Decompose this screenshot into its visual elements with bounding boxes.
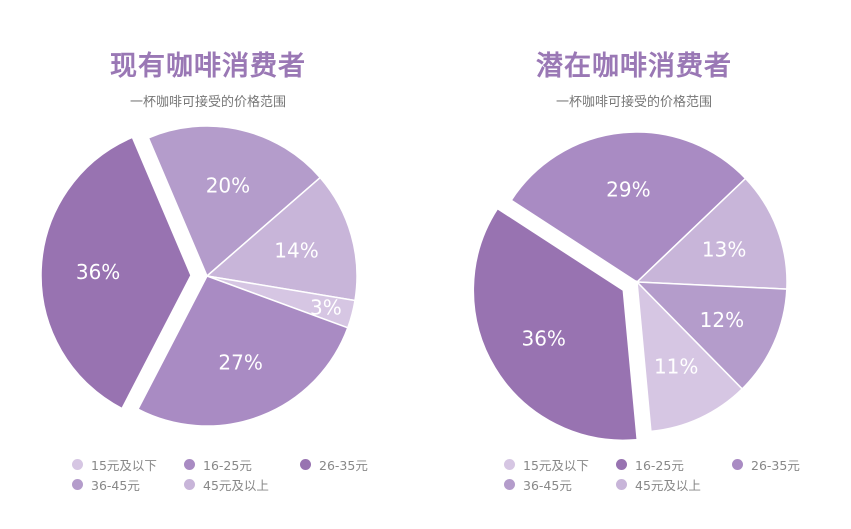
legend-swatch (184, 479, 195, 490)
legend-label: 45元及以上 (635, 478, 701, 493)
chart-subtitle-potential: 一杯咖啡可接受的价格范围 (555, 95, 712, 110)
legend-item: 26-35元 (732, 455, 800, 474)
slice-label: 12% (700, 308, 744, 332)
slice-label: 36% (76, 260, 120, 284)
legend-label: 26-35元 (751, 458, 800, 473)
pie-slice (635, 281, 788, 391)
pie-slice (635, 177, 788, 290)
legend-item: 15元及以下 (72, 455, 157, 474)
pie-slice (205, 176, 358, 302)
legend-swatch (616, 459, 627, 470)
legend-swatch (504, 479, 515, 490)
pie-slice (136, 275, 349, 427)
slice-label: 27% (218, 351, 262, 375)
legend-item: 36-45元 (504, 475, 572, 494)
slice-label: 36% (521, 326, 565, 350)
legend-label: 16-25元 (203, 458, 252, 473)
legend-item: 16-25元 (184, 455, 252, 474)
legend-swatch (184, 459, 195, 470)
slice-label: 13% (702, 237, 746, 261)
slice-label: 11% (654, 354, 698, 378)
legend-label: 36-45元 (91, 478, 140, 493)
legend-item: 16-25元 (616, 455, 684, 474)
legend-label: 16-25元 (635, 458, 684, 473)
legend-label: 15元及以下 (523, 458, 589, 473)
legend-label: 15元及以下 (91, 458, 157, 473)
legend-item: 26-35元 (300, 455, 368, 474)
pie-slice (40, 136, 192, 410)
legend-label: 45元及以上 (203, 478, 269, 493)
legend-swatch (504, 459, 515, 470)
legend-item: 36-45元 (72, 475, 140, 494)
legend-swatch (72, 479, 83, 490)
legend-swatch (616, 479, 627, 490)
legend-swatch (72, 459, 83, 470)
legend-label: 26-35元 (319, 458, 368, 473)
pie-slice (636, 279, 744, 433)
legend-swatch (732, 459, 743, 470)
pie-slice (472, 207, 639, 441)
slice-label: 14% (274, 239, 318, 263)
chart-title-potential: 潜在咖啡消费者 (536, 51, 732, 82)
pie-slice (510, 131, 747, 283)
legend-item: 45元及以上 (616, 475, 701, 494)
chart-title-current: 现有咖啡消费者 (110, 51, 306, 82)
slice-label: 29% (606, 177, 650, 201)
legend-swatch (300, 459, 311, 470)
slice-label: 20% (206, 173, 250, 197)
legend-label: 36-45元 (523, 478, 572, 493)
legend-item: 45元及以上 (184, 475, 269, 494)
pie-slice (147, 125, 322, 278)
chart-subtitle-current: 一杯咖啡可接受的价格范围 (129, 95, 286, 110)
legend-item: 15元及以下 (504, 455, 589, 474)
